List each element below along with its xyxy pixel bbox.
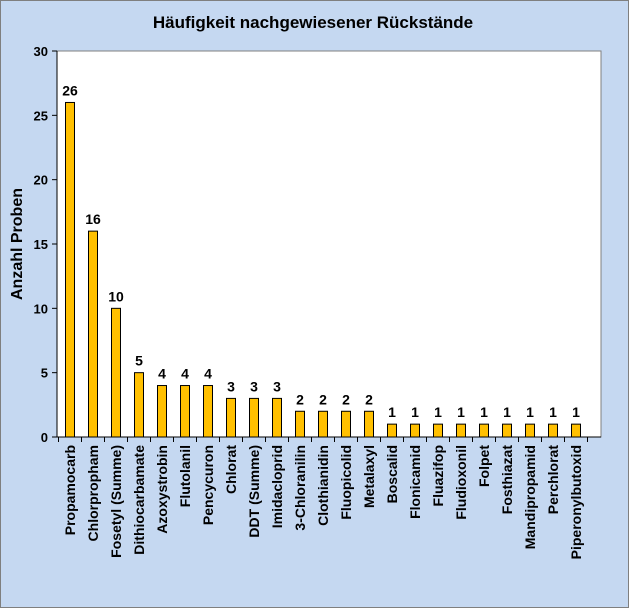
bar xyxy=(502,423,512,438)
x-axis: Propamocarb Chlorpropham Fosetyl (Summe) Di… xyxy=(57,436,601,559)
data-label: 1 xyxy=(480,404,488,420)
data-label: 1 xyxy=(549,404,557,420)
x-tick-label: Boscalid xyxy=(384,445,400,503)
bar xyxy=(479,423,489,438)
bar xyxy=(548,423,558,438)
x-tick-label: 3-Chloranilin xyxy=(292,445,308,531)
y-tick-label: 0 xyxy=(41,430,48,445)
bar xyxy=(433,423,443,438)
data-label: 1 xyxy=(457,404,465,420)
x-tick-label: Azoxystrobin xyxy=(154,445,170,534)
bar xyxy=(295,410,305,438)
x-tick-label: Chlorpropham xyxy=(85,445,101,541)
data-label: 3 xyxy=(250,378,258,394)
x-tick-label: Fluazifop xyxy=(430,445,446,506)
data-label: 1 xyxy=(503,404,511,420)
bar xyxy=(65,101,75,438)
y-tick-label: 5 xyxy=(41,366,48,381)
x-tick-label: Fluopicolid xyxy=(338,445,354,520)
bars xyxy=(65,101,581,438)
x-tick-label: Fosthiazat xyxy=(499,445,515,515)
bar xyxy=(341,410,351,438)
x-tick-label: Fludioxonil xyxy=(453,445,469,520)
bar xyxy=(571,423,581,438)
x-tick-label: Mandipropamid xyxy=(522,445,538,549)
bar xyxy=(134,372,144,438)
x-tick-label: Flonicamid xyxy=(407,445,423,519)
data-label: 1 xyxy=(411,404,419,420)
x-tick-label: Perchlorat xyxy=(545,445,561,515)
bar xyxy=(364,410,374,438)
x-tick-label: Clothianidin xyxy=(315,445,331,526)
data-label: 3 xyxy=(227,378,235,394)
data-label: 4 xyxy=(158,366,166,382)
y-tick-label: 10 xyxy=(34,301,48,316)
y-tick-label: 15 xyxy=(34,237,48,252)
data-label: 1 xyxy=(434,404,442,420)
x-tick-label: Piperonylbutoxid xyxy=(568,445,584,559)
bar xyxy=(111,307,121,438)
bar xyxy=(88,230,98,438)
data-label: 4 xyxy=(181,366,189,382)
data-label: 4 xyxy=(204,366,212,382)
y-axis-title: Anzahl Proben xyxy=(9,188,26,300)
data-label: 5 xyxy=(135,353,143,369)
y-axis: 0 5 10 15 20 25 30 xyxy=(34,44,58,445)
data-label: 2 xyxy=(365,391,373,407)
bar xyxy=(318,410,328,438)
data-label: 2 xyxy=(342,391,350,407)
bar xyxy=(226,397,236,438)
data-label: 1 xyxy=(388,404,396,420)
bar xyxy=(456,423,466,438)
y-tick-label: 20 xyxy=(34,173,48,188)
x-tick-label: Fosetyl (Summe) xyxy=(108,445,124,558)
plot-area xyxy=(56,50,602,438)
data-label: 1 xyxy=(572,404,580,420)
data-label: 10 xyxy=(108,288,124,304)
y-tick-label: 25 xyxy=(34,108,48,123)
bar xyxy=(157,385,167,438)
data-label: 1 xyxy=(526,404,534,420)
x-tick-label: Metalaxyl xyxy=(361,445,377,508)
data-label: 2 xyxy=(296,391,304,407)
data-label: 3 xyxy=(273,378,281,394)
x-tick-label: Propamocarb xyxy=(62,445,78,535)
x-tick-label: Flutolanil xyxy=(177,445,193,507)
bar xyxy=(387,423,397,438)
x-tick-label: DDT (Summe) xyxy=(246,445,262,538)
data-label: 16 xyxy=(85,211,101,227)
x-tick-label: Chlorat xyxy=(223,445,239,494)
x-tick-label: Dithiocarbamate xyxy=(131,445,147,555)
bar xyxy=(203,385,213,438)
bar xyxy=(272,397,282,438)
x-tick-label: Pencycuron xyxy=(200,445,216,525)
x-tick-label: Folpet xyxy=(476,445,492,487)
bar xyxy=(410,423,420,438)
data-label: 26 xyxy=(62,82,78,98)
bar xyxy=(180,385,190,438)
y-tick-label: 30 xyxy=(34,44,48,59)
data-label: 2 xyxy=(319,391,327,407)
chart-title: Häufigkeit nachgewiesener Rückstände xyxy=(153,13,473,32)
x-tick-label: Imidacloprid xyxy=(269,445,285,528)
bar xyxy=(525,423,535,438)
bar xyxy=(249,397,259,438)
